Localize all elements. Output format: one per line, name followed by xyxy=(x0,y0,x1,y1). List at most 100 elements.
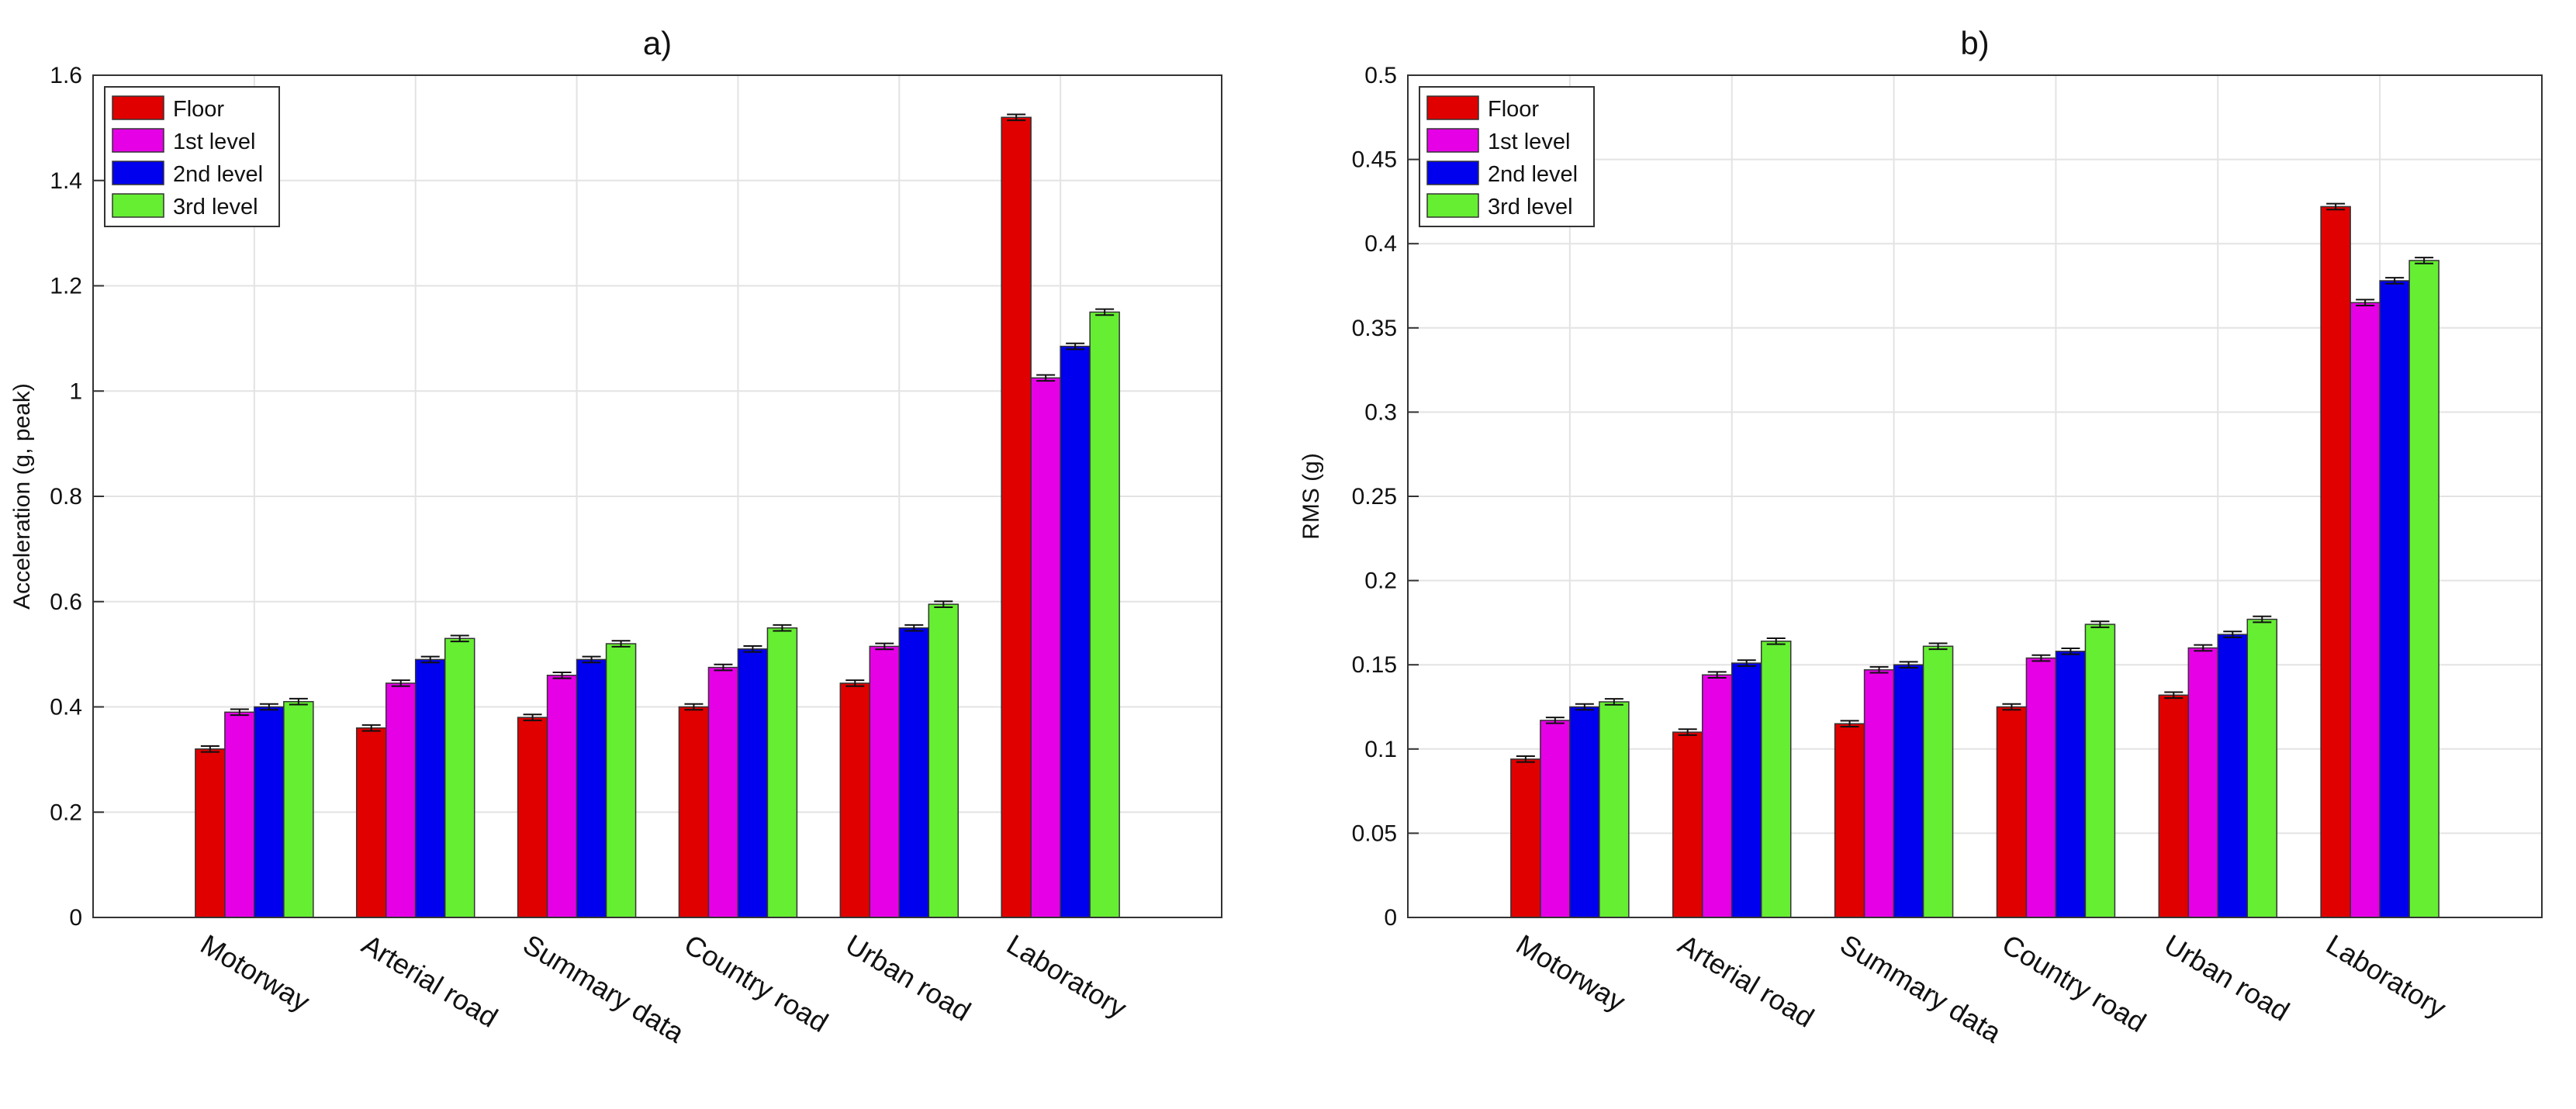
bar-2nd-level xyxy=(898,627,930,918)
y-tick-label: 0.1 xyxy=(1364,737,1397,762)
legend-swatch xyxy=(1426,95,1479,120)
bar-1st-level xyxy=(2350,302,2381,918)
bar-2nd-level xyxy=(2379,280,2410,918)
y-axis-label: RMS (g) xyxy=(1298,453,1324,540)
y-tick-label: 0.5 xyxy=(1364,63,1397,88)
x-tick-label: Motorway xyxy=(195,928,316,1018)
bar-3rd-level xyxy=(1599,701,1630,918)
legend-label: 3rd level xyxy=(173,195,258,219)
bar-2nd-level xyxy=(414,658,446,918)
bar-2nd-level xyxy=(254,706,285,918)
bar-2nd-level xyxy=(1731,662,1762,918)
y-tick-label: 0.2 xyxy=(1364,568,1397,594)
x-tick-label: Urban road xyxy=(840,928,977,1028)
bar-1st-level xyxy=(2025,657,2057,918)
x-tick-label: Country road xyxy=(679,928,834,1038)
bar-floor xyxy=(517,717,548,918)
bar-2nd-level xyxy=(1060,345,1091,918)
x-tick-label: Arterial road xyxy=(357,928,503,1034)
chart-title: a) xyxy=(643,25,672,61)
bar-1st-level xyxy=(1030,377,1061,918)
legend-swatch xyxy=(112,193,164,218)
y-tick-label: 0.3 xyxy=(1364,399,1397,425)
bar-3rd-level xyxy=(2084,624,2116,918)
legend-swatch xyxy=(1426,128,1479,153)
bar-3rd-level xyxy=(605,643,637,918)
bar-2nd-level xyxy=(2055,651,2087,918)
bar-floor xyxy=(195,748,226,918)
y-tick-label: 0.2 xyxy=(50,800,82,825)
bar-3rd-level xyxy=(283,700,314,918)
legend-label: 2nd level xyxy=(173,162,263,187)
y-tick-label: 0.35 xyxy=(1352,316,1397,341)
y-tick-label: 0.45 xyxy=(1352,147,1397,173)
y-tick-label: 0.15 xyxy=(1352,652,1397,678)
y-tick-label: 0.6 xyxy=(50,589,82,615)
bar-1st-level xyxy=(1540,720,1571,918)
y-tick-label: 1 xyxy=(69,378,82,404)
x-tick-label: Motorway xyxy=(1511,928,1631,1018)
bar-2nd-level xyxy=(2217,634,2249,918)
y-axis-label: Acceleration (g, peak) xyxy=(9,383,35,610)
bar-floor xyxy=(1672,731,1703,918)
bar-1st-level xyxy=(869,645,901,918)
chart-b: 0 0.05 0.1 0.15 0.2 0.25 0.3 0.35 0.4 0.45 0.5 Moto… xyxy=(1298,25,2543,1049)
y-tick-label: 0.4 xyxy=(1364,231,1397,257)
bar-2nd-level xyxy=(737,648,769,918)
bar-floor xyxy=(2320,206,2351,918)
legend-label: Floor xyxy=(173,97,224,122)
bar-floor xyxy=(1996,706,2028,918)
x-tick-label: Summary data xyxy=(517,928,690,1049)
y-tick-label: 1.4 xyxy=(50,168,82,194)
bar-3rd-level xyxy=(2408,260,2439,918)
bar-2nd-level xyxy=(576,658,607,918)
y-tick-label: 1.6 xyxy=(50,63,82,88)
bar-floor xyxy=(1834,723,1865,918)
chart-a: 0 0.2 0.4 0.6 0.8 1 1.2 1.4 1.6 Motorway Arterial … xyxy=(9,25,1222,1049)
bar-3rd-level xyxy=(444,637,475,918)
bar-1st-level xyxy=(385,682,417,918)
bar-floor xyxy=(839,682,871,918)
x-tick-label: Arterial road xyxy=(1673,928,1820,1034)
legend-swatch xyxy=(1426,161,1479,185)
axes-frame xyxy=(1407,74,2543,918)
y-tick-label: 0 xyxy=(1384,905,1397,931)
bar-3rd-level xyxy=(1760,641,1792,918)
bar-1st-level xyxy=(224,711,255,918)
bar-3rd-level xyxy=(1089,311,1120,918)
bar-3rd-level xyxy=(2246,618,2278,918)
legend-swatch xyxy=(112,128,164,153)
bar-3rd-level xyxy=(928,603,960,918)
x-tick-label: Laboratory xyxy=(2321,928,2452,1024)
legend-swatch xyxy=(112,95,164,120)
bar-floor xyxy=(1510,758,1541,918)
legend-swatch xyxy=(112,161,164,185)
bar-1st-level xyxy=(707,666,739,918)
bar-floor xyxy=(2158,694,2190,918)
chart-title: b) xyxy=(1960,25,1989,61)
bar-3rd-level xyxy=(1922,645,1954,918)
y-tick-label: 0 xyxy=(69,905,82,931)
x-tick-label: Country road xyxy=(1997,928,2152,1038)
legend-label: Floor xyxy=(1488,97,1539,122)
bar-1st-level xyxy=(546,675,578,918)
bar-1st-level xyxy=(1701,674,1733,918)
bar-floor xyxy=(355,727,387,918)
legend-label: 1st level xyxy=(1488,130,1570,154)
bar-floor xyxy=(678,706,710,918)
bar-2nd-level xyxy=(1893,664,1924,918)
x-tick-label: Laboratory xyxy=(1001,928,1132,1024)
legend-swatch xyxy=(1426,193,1479,218)
bar-1st-level xyxy=(1863,669,1895,918)
bar-floor xyxy=(1001,116,1032,918)
y-tick-label: 0.4 xyxy=(50,695,82,720)
x-tick-label: Summary data xyxy=(1834,928,2007,1049)
legend-label: 2nd level xyxy=(1488,162,1578,187)
x-tick-label: Urban road xyxy=(2159,928,2295,1028)
y-tick-label: 0.05 xyxy=(1352,821,1397,846)
y-tick-label: 0.8 xyxy=(50,484,82,510)
bar-2nd-level xyxy=(1569,706,1600,918)
legend-label: 3rd level xyxy=(1488,195,1573,219)
bar-3rd-level xyxy=(766,627,798,918)
legend-label: 1st level xyxy=(173,130,255,154)
